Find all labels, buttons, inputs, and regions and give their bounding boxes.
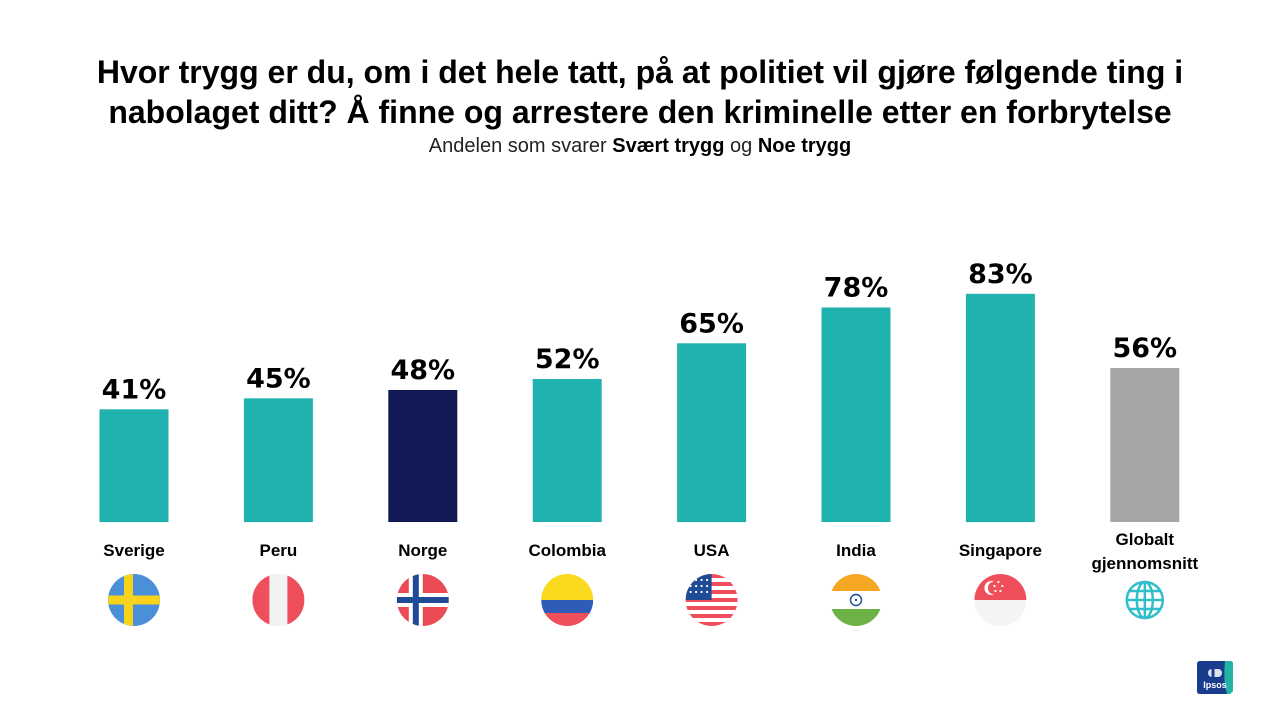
value-label-globalt-gjennomsnitt: 56%: [1112, 333, 1177, 364]
category-label-sverige: Sverige: [103, 541, 164, 560]
colombia-flag-icon: [541, 574, 594, 626]
sweden-flag-icon: [108, 574, 160, 626]
bars-group: [99, 293, 1180, 523]
bar-singapore: [965, 293, 1035, 523]
ipsos-logo-text: Ipsos: [1203, 680, 1227, 690]
ipsos-logo: Ipsos: [1197, 661, 1233, 694]
value-label-singapore: 83%: [968, 259, 1033, 290]
usa-flag-icon: [685, 574, 738, 626]
category-label-singapore: Singapore: [959, 541, 1042, 560]
value-label-peru: 45%: [246, 363, 311, 394]
peru-flag-icon: [252, 574, 305, 626]
category-label-usa: USA: [694, 541, 730, 560]
category-label-norge: Norge: [398, 541, 447, 560]
globe-icon: [1125, 580, 1165, 620]
chart-subtitle: Andelen som svarer Svært trygg og Noe tr…: [0, 133, 1280, 159]
subtitle-middle: og: [730, 135, 753, 157]
category-label-peru: Peru: [260, 541, 298, 560]
subtitle-prefix: Andelen som svarer: [428, 135, 607, 157]
bar-norge: [388, 390, 458, 522]
value-label-norge: 48%: [390, 355, 455, 386]
bar-india: [821, 307, 891, 522]
norway-flag-icon: [396, 574, 449, 626]
category-label-globalt-gjennomsnitt: Globalt gjennomsnitt: [1091, 530, 1198, 573]
value-labels-group: 41% 45% 48% 52% 65% 78% 83% 56%: [102, 259, 1177, 406]
category-label-colombia: Colombia: [528, 541, 606, 560]
subtitle-bold-1: Svært trygg: [612, 135, 725, 157]
subtitle-bold-2: Noe trygg: [757, 135, 852, 157]
singapore-flag-icon: [974, 574, 1027, 626]
chart-title: Hvor trygg er du, om i det hele tatt, på…: [0, 52, 1280, 132]
bar-globalt-gjennomsnitt: [1110, 368, 1180, 522]
value-label-colombia: 52%: [535, 344, 600, 375]
bar-colombia: [532, 379, 602, 522]
bar-usa: [677, 343, 747, 523]
category-labels-group: Sverige Peru Norge Colombia USA India Singapor…: [103, 530, 1198, 573]
value-label-usa: 65%: [679, 308, 744, 339]
bar-peru: [243, 398, 313, 523]
value-label-india: 78%: [824, 273, 889, 304]
category-label-india: India: [836, 541, 876, 560]
india-flag-icon: [830, 574, 882, 626]
chart-title-line-2: nabolaget ditt? Å finne og arrestere den…: [108, 94, 1172, 130]
chart-title-line-1: Hvor trygg er du, om i det hele tatt, på…: [96, 54, 1184, 90]
category-icons-group: [108, 574, 1165, 626]
value-label-sverige: 41%: [102, 374, 167, 405]
bar-sverige: [99, 409, 169, 523]
